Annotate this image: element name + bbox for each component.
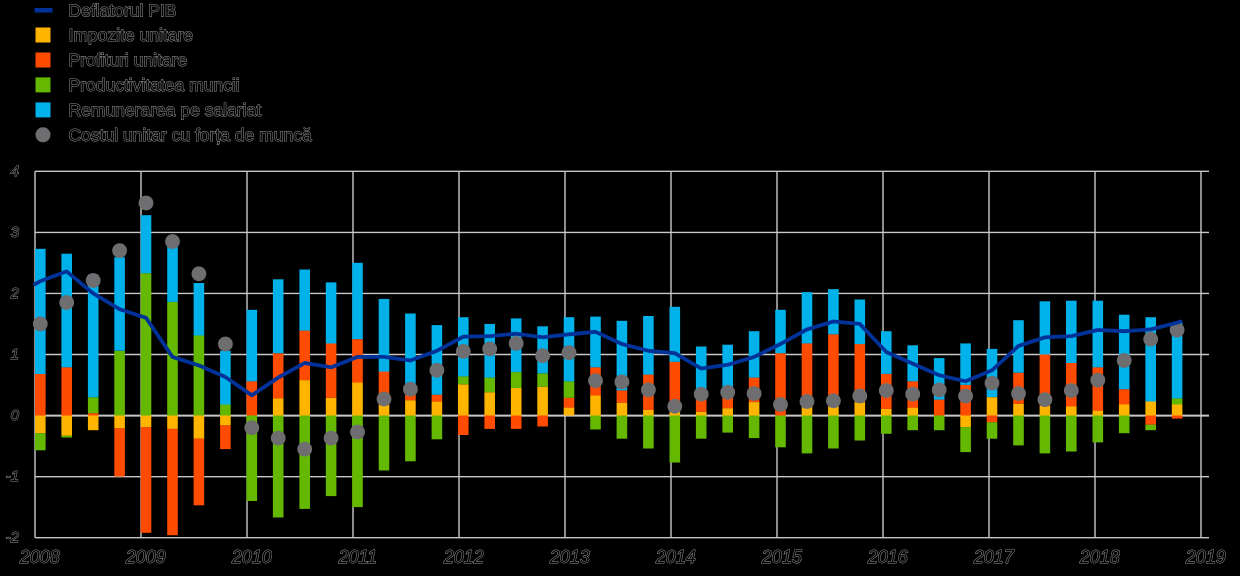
svg-text:-1: -1 — [6, 468, 19, 485]
svg-text:2010: 2010 — [231, 547, 272, 567]
svg-text:2009: 2009 — [125, 547, 166, 567]
svg-text:Productivitatea muncii: Productivitatea muncii — [69, 75, 240, 95]
svg-text:Remunerarea pe salariat: Remunerarea pe salariat — [69, 100, 262, 120]
svg-text:1: 1 — [11, 346, 19, 363]
svg-text:Impozite unitare: Impozite unitare — [69, 25, 194, 45]
svg-text:2013: 2013 — [549, 547, 590, 567]
svg-text:-2: -2 — [6, 529, 20, 546]
svg-text:2014: 2014 — [655, 547, 696, 567]
svg-text:2012: 2012 — [443, 547, 484, 567]
svg-text:2008: 2008 — [19, 547, 60, 567]
svg-text:Profituri unitare: Profituri unitare — [69, 50, 188, 70]
svg-text:2015: 2015 — [761, 547, 803, 567]
svg-text:2011: 2011 — [337, 547, 377, 567]
svg-text:Deflatorul PIB: Deflatorul PIB — [69, 0, 177, 20]
svg-text:3: 3 — [11, 224, 20, 241]
svg-text:2017: 2017 — [973, 547, 1015, 567]
svg-text:2019: 2019 — [1185, 547, 1226, 567]
svg-text:2: 2 — [10, 285, 20, 302]
svg-text:2018: 2018 — [1079, 547, 1120, 567]
svg-text:4: 4 — [11, 163, 19, 180]
svg-text:2016: 2016 — [867, 547, 909, 567]
svg-text:Costul unitar cu forța de munc: Costul unitar cu forța de muncă — [69, 125, 312, 145]
svg-text:0: 0 — [11, 407, 20, 424]
